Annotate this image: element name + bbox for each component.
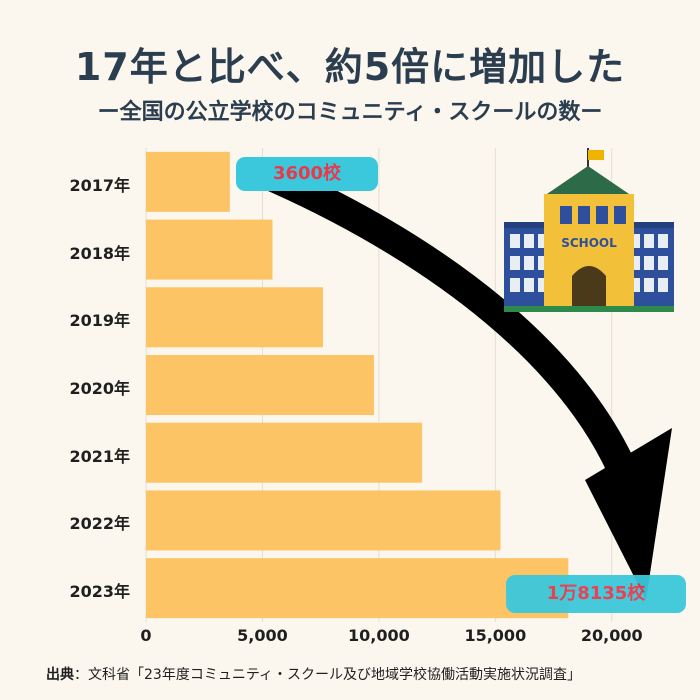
category-label: 2018年 bbox=[69, 243, 130, 263]
x-tick-label: 5,000 bbox=[237, 626, 288, 645]
category-label: 2017年 bbox=[69, 175, 130, 195]
category-label: 2019年 bbox=[69, 311, 130, 331]
x-tick-label: 15,000 bbox=[464, 626, 527, 645]
bar-2021年 bbox=[146, 422, 423, 483]
bar-2019年 bbox=[146, 287, 324, 348]
callout-2017-value: 3600校 bbox=[236, 157, 378, 191]
x-tick-label: 20,000 bbox=[580, 626, 643, 645]
source-note: 出典：文科省「23年度コミュニティ・スクール及び地域学校協働活動実施状況調査」 bbox=[46, 664, 581, 684]
bar-2020年 bbox=[146, 355, 374, 415]
category-label: 2020年 bbox=[69, 379, 130, 398]
page-subtitle: ー全国の公立学校のコミュニティ・スクールの数ー bbox=[97, 100, 603, 125]
category-label: 2022年 bbox=[69, 514, 130, 534]
source-prefix: 出典 bbox=[46, 667, 74, 683]
source-text: ：文科省「23年度コミュニティ・スクール及び地域学校協働活動実施状況調査」 bbox=[74, 667, 581, 683]
category-label: 2021年 bbox=[69, 446, 130, 466]
bar-2023年 bbox=[146, 558, 569, 619]
page-title: 17年と比べ、約5倍に増加した bbox=[74, 45, 626, 89]
bar-2022年 bbox=[146, 490, 501, 551]
bars bbox=[146, 151, 569, 619]
curved-down-arrow-icon bbox=[247, 157, 672, 600]
school-sign-text: SCHOOL bbox=[561, 236, 617, 250]
x-tick-label: 10,000 bbox=[348, 626, 410, 645]
x-tick-label: 0 bbox=[140, 626, 152, 645]
school-building-icon: SCHOOL bbox=[504, 148, 674, 312]
bar-2017年 bbox=[146, 151, 230, 212]
callout-2023-value: 1万8135校 bbox=[506, 575, 686, 613]
bar-2018年 bbox=[146, 219, 273, 280]
category-label: 2023年 bbox=[69, 582, 130, 602]
